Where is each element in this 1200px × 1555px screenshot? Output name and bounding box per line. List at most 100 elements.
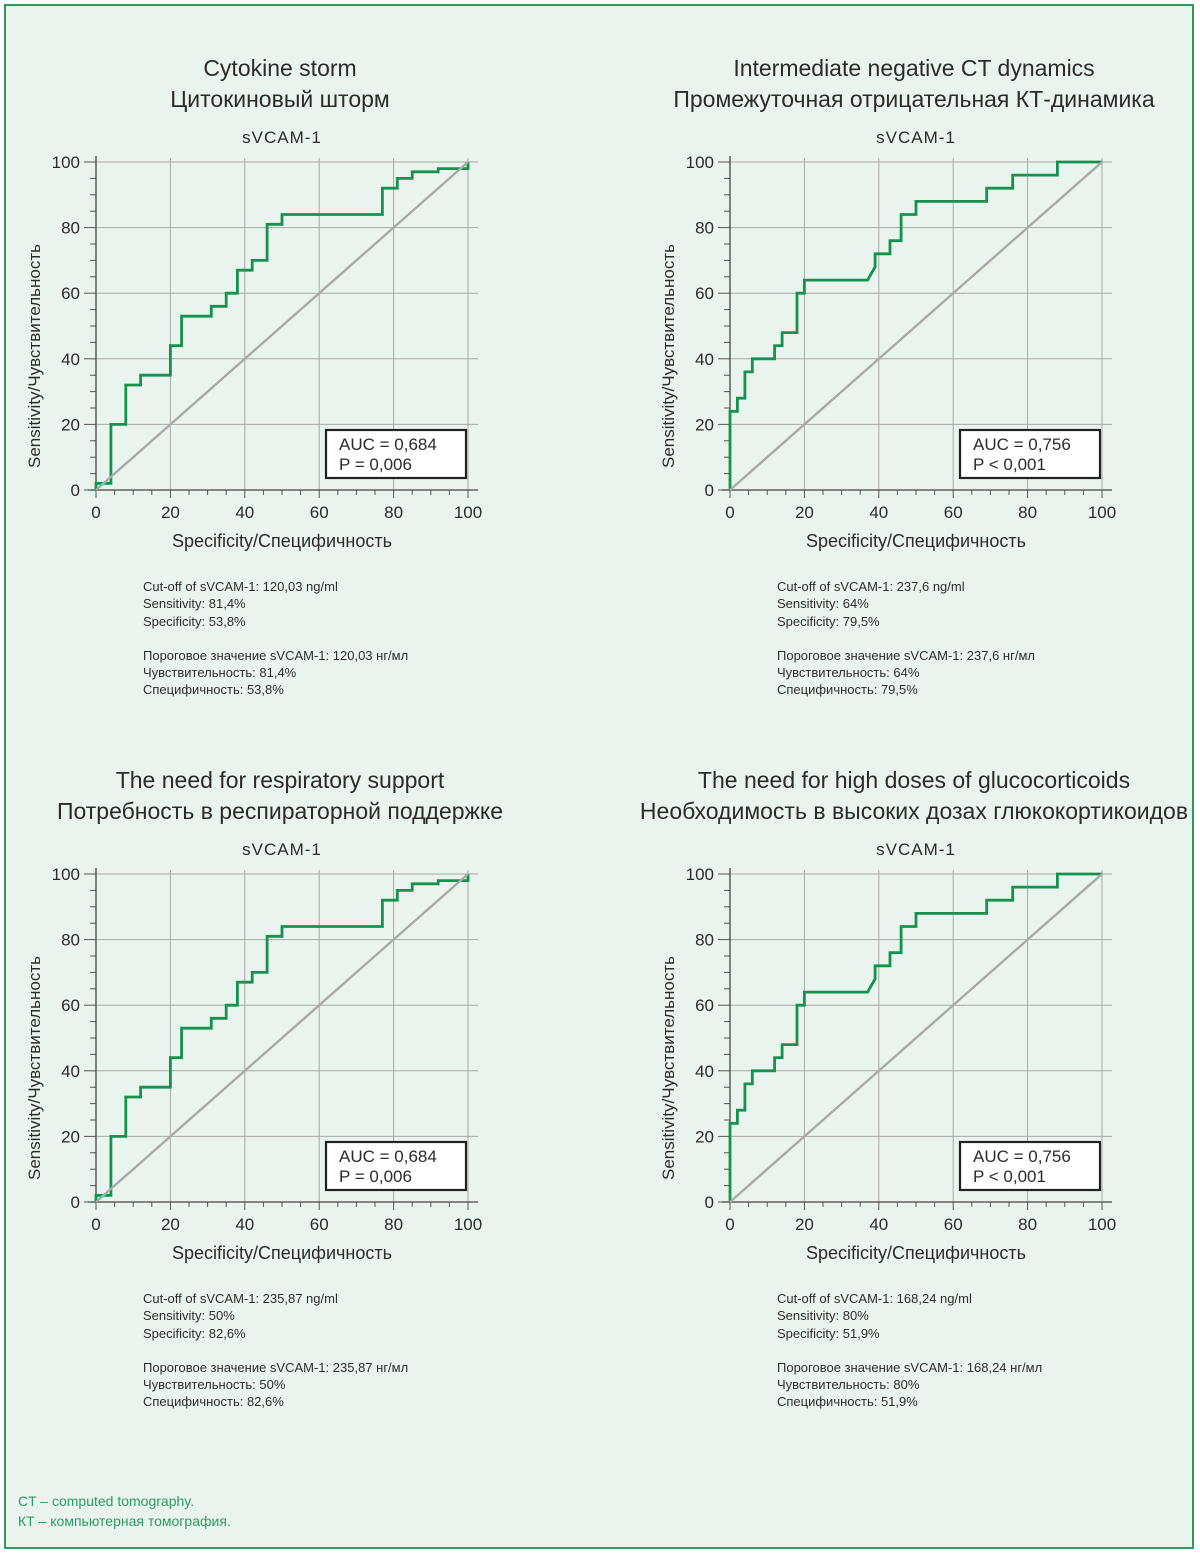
x-tick-label: 20	[161, 503, 180, 522]
note-specificity-en: Specificity: 51,9%	[777, 1325, 880, 1341]
y-tick-label: 0	[71, 1193, 80, 1212]
note-cutoff-en: Cut-off of sVCAM-1: 235,87 ng/ml	[143, 1291, 338, 1306]
roc-curve	[728, 872, 1102, 1202]
auc-label: AUC = 0,756	[973, 435, 1071, 454]
y-tick-label: 0	[71, 481, 80, 500]
note-cutoff-en: Cut-off of sVCAM-1: 237,6 ng/ml	[777, 579, 965, 594]
auc-label: AUC = 0,756	[973, 1147, 1071, 1166]
reference-diagonal	[95, 873, 469, 1203]
x-tick-label: 100	[454, 503, 482, 522]
x-tick-label: 80	[384, 1215, 403, 1234]
note-cutoff-ru: Пороговое значение sVCAM-1: 237,6 нг/мл	[777, 647, 1035, 663]
y-tick-label: 60	[695, 996, 714, 1015]
reference-diagonal	[729, 161, 1103, 491]
chart-subtitle: sVCAM-1	[876, 128, 956, 147]
x-tick-label: 40	[235, 1215, 254, 1234]
x-tick-label: 100	[454, 1215, 482, 1234]
chart-title-ru: Необходимость в высоких дозах глюкокорти…	[639, 798, 1189, 824]
note-specificity-en: Specificity: 79,5%	[777, 613, 880, 629]
x-tick-label: 20	[795, 503, 814, 522]
p-value-label: P = 0,006	[339, 455, 412, 474]
x-tick-label: 20	[795, 1215, 814, 1234]
y-tick-label: 20	[61, 1127, 80, 1146]
chart-title-ru: Цитокиновый шторм	[170, 86, 390, 112]
chart-subtitle: sVCAM-1	[876, 840, 956, 859]
p-value-label: P < 0,001	[973, 1167, 1046, 1186]
x-tick-label: 100	[1088, 503, 1116, 522]
x-tick-label: 20	[161, 1215, 180, 1234]
note-specificity-ru: Специфичность: 51,9%	[777, 1394, 918, 1410]
p-value-label: P = 0,006	[339, 1167, 412, 1186]
y-axis-label: Sensitivity/Чувствительность	[659, 956, 678, 1180]
footnote-ct-en: CT – computed tomography.	[18, 1493, 195, 1509]
reference-diagonal	[95, 161, 469, 491]
note-sensitivity-ru: Чувствительность: 81,4%	[143, 665, 297, 681]
y-axis-label: Sensitivity/Чувствительность	[25, 244, 44, 468]
y-tick-label: 40	[61, 1062, 80, 1081]
p-value-label: P < 0,001	[973, 455, 1046, 474]
x-axis-label: Specificity/Специфичность	[172, 531, 392, 551]
y-tick-label: 80	[695, 931, 714, 950]
chart-subtitle: sVCAM-1	[242, 840, 322, 859]
y-tick-label: 20	[695, 1127, 714, 1146]
panel-cytokine-storm: Cytokine storm Цитокиновый шторм sVCAM-1…	[0, 55, 560, 745]
y-tick-label: 0	[705, 1193, 714, 1212]
y-axis-label: Sensitivity/Чувствительность	[659, 244, 678, 468]
note-cutoff-en: Cut-off of sVCAM-1: 120,03 ng/ml	[143, 579, 338, 594]
note-sensitivity-en: Sensitivity: 64%	[777, 596, 869, 612]
y-tick-label: 80	[61, 219, 80, 238]
chart-subtitle: sVCAM-1	[242, 128, 322, 147]
cutoff-notes: Cut-off of sVCAM-1: 120,03 ng/ml Sensiti…	[143, 578, 408, 699]
x-tick-label: 40	[869, 1215, 888, 1234]
reference-diagonal	[729, 873, 1103, 1203]
y-tick-label: 20	[61, 415, 80, 434]
footnote: CT – computed tomography. КТ – компьютер…	[18, 1491, 231, 1531]
x-axis-label: Specificity/Специфичность	[806, 531, 1026, 551]
chart-title-en: Intermediate negative CT dynamics	[733, 55, 1095, 81]
x-tick-label: 60	[944, 503, 963, 522]
panel-ct-dynamics: Intermediate negative CT dynamics Промеж…	[634, 55, 1194, 745]
x-tick-label: 60	[310, 1215, 329, 1234]
x-tick-label: 0	[725, 1215, 734, 1234]
x-tick-label: 80	[1018, 503, 1037, 522]
cutoff-notes: Cut-off of sVCAM-1: 235,87 ng/ml Sensiti…	[143, 1290, 408, 1411]
x-tick-label: 80	[1018, 1215, 1037, 1234]
chart-title-en: Cytokine storm	[203, 55, 357, 81]
roc-chart: sVCAM-1 0 20 40 60 80 100 0 20 40 60 80 100 Specifici…	[659, 840, 1116, 1263]
panel-respiratory-support: The need for respiratory support Потребн…	[0, 767, 560, 1457]
chart-title-en: The need for high doses of glucocorticoi…	[697, 767, 1131, 793]
x-axis-label: Specificity/Специфичность	[172, 1243, 392, 1263]
y-tick-label: 40	[695, 350, 714, 369]
note-specificity-ru: Специфичность: 79,5%	[777, 682, 918, 698]
x-tick-label: 60	[944, 1215, 963, 1234]
y-tick-label: 100	[686, 153, 714, 172]
auc-box	[958, 1140, 1102, 1192]
x-tick-label: 40	[235, 503, 254, 522]
auc-label: AUC = 0,684	[339, 1147, 437, 1166]
y-tick-label: 20	[695, 415, 714, 434]
roc-curve	[94, 874, 470, 1202]
note-specificity-ru: Специфичность: 82,6%	[143, 1394, 284, 1410]
x-tick-label: 40	[869, 503, 888, 522]
note-cutoff-en: Cut-off of sVCAM-1: 168,24 ng/ml	[777, 1291, 972, 1306]
note-specificity-ru: Специфичность: 53,8%	[143, 682, 284, 698]
x-tick-label: 100	[1088, 1215, 1116, 1234]
auc-box	[324, 428, 468, 480]
roc-curve	[728, 160, 1102, 490]
x-tick-label: 0	[91, 1215, 100, 1234]
y-tick-label: 100	[52, 865, 80, 884]
note-sensitivity-ru: Чувствительность: 80%	[777, 1377, 920, 1393]
y-tick-label: 80	[695, 219, 714, 238]
y-tick-label: 60	[695, 284, 714, 303]
note-cutoff-ru: Пороговое значение sVCAM-1: 235,87 нг/мл	[143, 1359, 409, 1375]
panel-glucocorticoids: The need for high doses of glucocorticoi…	[634, 767, 1194, 1457]
roc-chart: sVCAM-1 0 20 40 60 80 100 0 20 40 60 80 100 Specifici…	[25, 840, 482, 1263]
note-specificity-en: Specificity: 53,8%	[143, 613, 246, 629]
auc-box	[324, 1140, 468, 1192]
figure-frame	[4, 4, 1194, 1549]
note-cutoff-ru: Пороговое значение sVCAM-1: 120,03 нг/мл	[143, 647, 409, 663]
y-tick-label: 100	[52, 153, 80, 172]
roc-curve	[94, 162, 470, 490]
note-sensitivity-en: Sensitivity: 81,4%	[143, 596, 246, 612]
y-tick-label: 60	[61, 284, 80, 303]
